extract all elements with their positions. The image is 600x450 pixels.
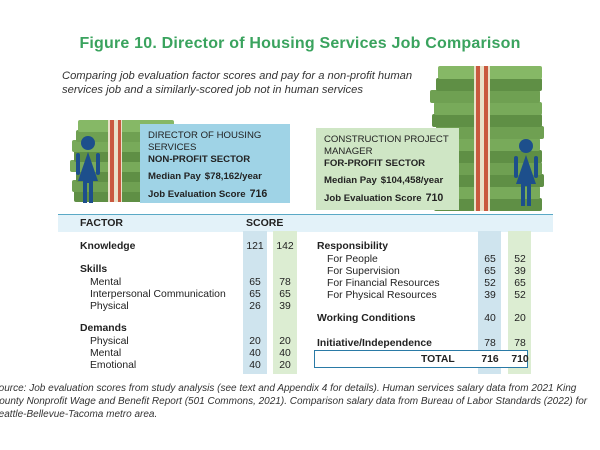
money-stack-left-icon <box>70 120 174 202</box>
person-right-icon <box>514 139 538 206</box>
nonprofit-job-title: DIRECTOR OF HOUSING SERVICES <box>148 130 262 153</box>
total-score-a: 716 <box>481 354 499 365</box>
responsibility-row-label: For Physical Resources <box>327 290 437 301</box>
responsibility-row-score-b: 52 <box>514 254 526 265</box>
nonprofit-score-band-left <box>243 231 267 374</box>
skills-row-score-b: 78 <box>279 277 291 288</box>
skills-row-score-a: 65 <box>249 277 261 288</box>
responsibility-row-score-b: 39 <box>514 266 526 277</box>
total-label: TOTAL <box>421 354 455 365</box>
nonprofit-sector: NON-PROFIT SECTOR <box>148 154 251 165</box>
responsibility-row-score-a: 39 <box>484 290 496 301</box>
knowledge-score-a: 121 <box>246 241 264 252</box>
figure-title: Figure 10. Director of Housing Services … <box>79 35 521 52</box>
nonprofit-pay-label: Median Pay <box>148 171 201 182</box>
figure-subtitle: Comparing job evaluation factor scores a… <box>62 70 413 96</box>
demands-row-label: Emotional <box>90 360 137 371</box>
skills-row-score-b: 65 <box>279 289 291 300</box>
forprofit-pay-label: Median Pay <box>324 175 377 186</box>
nonprofit-pay-value: $78,162/year <box>204 171 262 182</box>
skills-row-label: Physical <box>90 301 129 312</box>
factor-column-header: FACTOR <box>80 217 123 229</box>
skills-row-score-b: 39 <box>279 301 291 312</box>
total-row-box <box>314 350 528 368</box>
demands-row-score-b: 20 <box>279 360 291 371</box>
demands-row-score-a: 40 <box>249 360 261 371</box>
knowledge-score-b: 142 <box>276 241 294 252</box>
initiative-score-a: 78 <box>484 338 496 349</box>
forprofit-sector: FOR-PROFIT SECTOR <box>324 158 426 169</box>
skills-row-score-a: 26 <box>249 301 261 312</box>
nonprofit-score-value: 716 <box>249 188 268 200</box>
working-conditions-score-a: 40 <box>484 313 496 324</box>
initiative-score-b: 78 <box>514 338 526 349</box>
responsibility-row-score-b: 52 <box>514 290 526 301</box>
responsibility-row-score-a: 52 <box>484 278 496 289</box>
nonprofit-score-label: Job Evaluation Score <box>148 189 246 200</box>
nonprofit-card: DIRECTOR OF HOUSING SERVICES NON-PROFIT … <box>140 124 290 203</box>
demands-row-score-b: 40 <box>279 348 291 359</box>
responsibility-row-label: For People <box>327 254 378 265</box>
table-header <box>58 214 553 232</box>
responsibility-row-score-a: 65 <box>484 266 496 277</box>
working-conditions-score-b: 20 <box>514 313 526 324</box>
forprofit-score-label: Job Evaluation Score <box>324 193 422 204</box>
score-column-header: SCORE <box>246 217 284 229</box>
forprofit-pay-value: $104,458/year <box>380 175 444 186</box>
demands-row-score-a: 20 <box>249 336 261 347</box>
source-note: Source: Job evaluation scores from study… <box>0 383 588 420</box>
responsibility-row-score-a: 65 <box>484 254 496 265</box>
total-score-b: 710 <box>511 354 529 365</box>
skills-row-label: Mental <box>90 277 122 288</box>
working-conditions-label: Working Conditions <box>317 313 416 324</box>
demands-heading: Demands <box>80 323 127 334</box>
skills-row-score-a: 65 <box>249 289 261 300</box>
demands-row-label: Mental <box>90 348 122 359</box>
responsibility-row-score-b: 65 <box>514 278 526 289</box>
responsibility-row-label: For Supervision <box>327 266 400 277</box>
forprofit-score-band-right <box>508 231 531 374</box>
forprofit-job-title: CONSTRUCTION PROJECT MANAGER <box>324 134 449 157</box>
forprofit-score-value: 710 <box>425 192 444 204</box>
person-left-icon <box>76 136 100 203</box>
demands-row-score-b: 20 <box>279 336 291 347</box>
skills-row-label: Interpersonal Communication <box>90 289 226 300</box>
forprofit-score-band-left <box>273 231 297 374</box>
forprofit-card: CONSTRUCTION PROJECT MANAGER FOR-PROFIT … <box>316 128 459 210</box>
demands-row-label: Physical <box>90 336 129 347</box>
responsibility-heading: Responsibility <box>317 241 389 252</box>
nonprofit-score-band-right <box>478 231 501 374</box>
responsibility-row-label: For Financial Resources <box>327 278 440 289</box>
knowledge-label: Knowledge <box>80 241 136 252</box>
skills-heading: Skills <box>80 264 108 275</box>
demands-row-score-a: 40 <box>249 348 261 359</box>
initiative-label: Initiative/Independence <box>317 338 432 349</box>
